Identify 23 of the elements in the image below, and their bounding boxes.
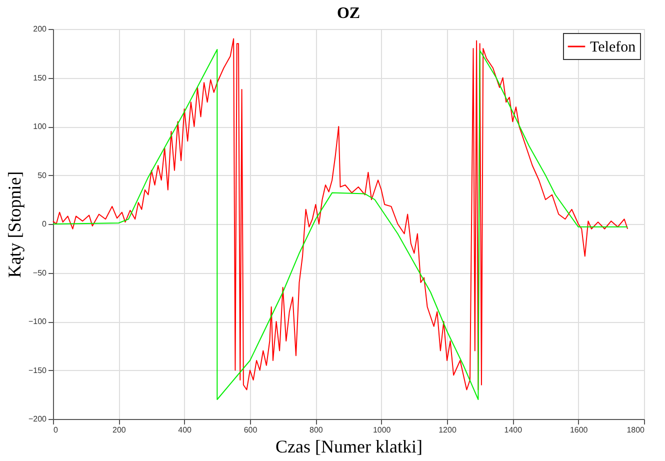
y-axis-title: Kąty [Stopnie] xyxy=(4,171,24,278)
y-tick-label: −100 xyxy=(28,317,48,326)
x-tick-label: 0 xyxy=(54,426,58,434)
x-tick-label: 1800 xyxy=(626,426,646,434)
y-tick-label: 0 xyxy=(42,220,48,228)
y-tick-label: 50 xyxy=(38,170,48,180)
y-tick-label: −50 xyxy=(32,268,48,278)
y-tick-label: −150 xyxy=(28,366,48,375)
x-tick-label: 1400 xyxy=(504,426,523,434)
y-tick-label: 100 xyxy=(33,122,48,131)
x-tick-label: 1000 xyxy=(372,426,392,434)
y-tick-label: 150 xyxy=(33,73,48,82)
y-tick-label: −200 xyxy=(28,414,48,424)
x-tick-label: 600 xyxy=(244,426,258,434)
y-tick-label: 200 xyxy=(33,24,48,34)
x-tick-label: 1600 xyxy=(570,426,588,434)
x-tick-label: 1200 xyxy=(438,426,457,434)
chart-title: OZ xyxy=(336,5,360,22)
x-tick-label: 200 xyxy=(112,426,126,434)
x-tick-label: 400 xyxy=(178,426,192,434)
x-axis-title: Czas [Numer klatki] xyxy=(276,436,422,456)
x-tick-label: 800 xyxy=(309,426,324,434)
legend-label: Telefon xyxy=(590,40,636,56)
